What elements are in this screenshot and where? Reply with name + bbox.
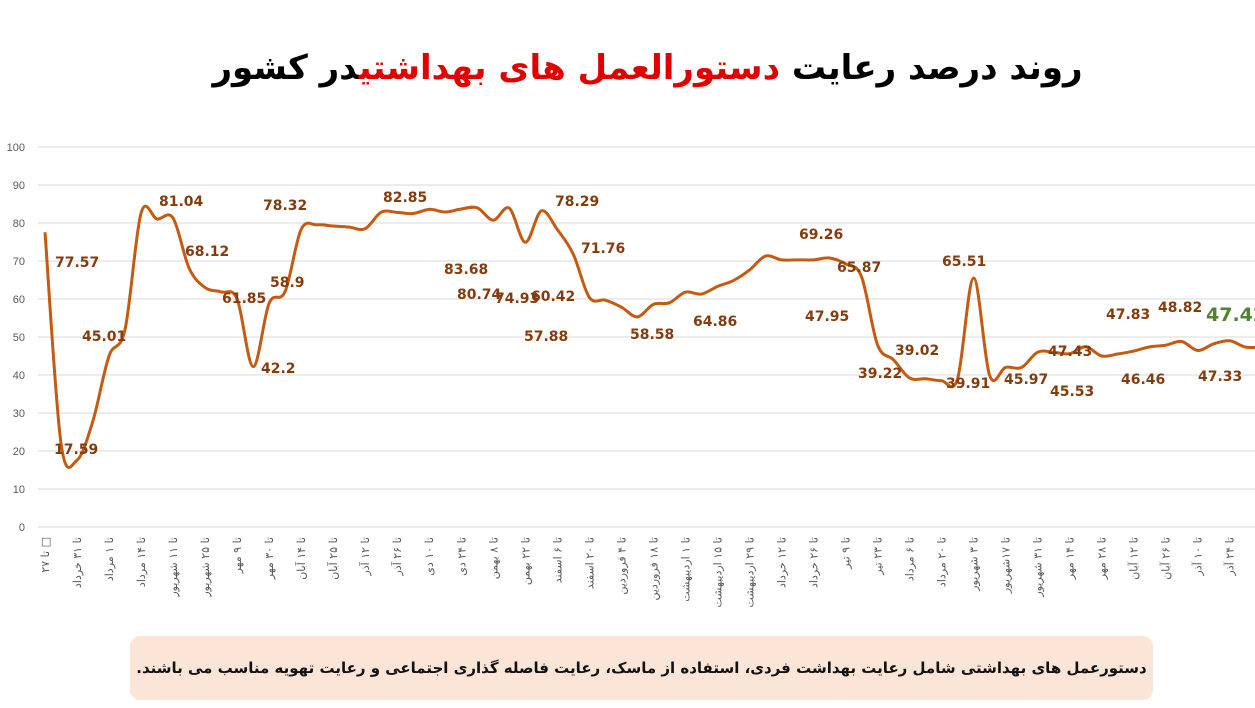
data-label: 47.33: [1198, 369, 1242, 385]
x-tick-label: تا ۹ مهر: [231, 537, 244, 574]
x-tick-label: تا ۲۷ □: [39, 537, 52, 573]
data-label: 78.29: [555, 194, 599, 210]
y-tick-label: 40: [13, 370, 25, 382]
data-label: 83.68: [444, 262, 488, 278]
y-tick-label: 20: [13, 446, 25, 458]
x-tick-label: تا ۲۴ دی: [455, 537, 468, 576]
x-tick-label: تا ۱ اردیبهشت: [679, 537, 692, 602]
data-label: 39.22: [858, 366, 902, 382]
x-tick-label: تا ۲۸ مهر: [1096, 537, 1109, 580]
title-highlight: دستورالعمل های بهداشتی: [358, 48, 781, 88]
x-tick-label: تا ۸ بهمن: [487, 537, 500, 579]
data-label: 45.97: [1004, 372, 1048, 388]
title-part1: روند درصد رعایت: [780, 48, 1083, 88]
x-tick-label: تا ۶ مرداد: [904, 537, 917, 581]
x-tick-label: تا ۲۵ شهریور: [199, 537, 212, 598]
data-label: 68.12: [185, 244, 229, 260]
data-label: 65.87: [837, 260, 881, 276]
y-tick-label: 80: [13, 218, 25, 230]
y-tick-label: 60: [13, 294, 25, 306]
series-line: [43, 204, 1255, 469]
x-tick-label: تا ۳۰ مهر: [263, 537, 276, 580]
data-label: 58.9: [270, 275, 305, 291]
data-label: 69.26: [799, 227, 843, 243]
x-tick-label: تا ۶ اسفند: [551, 537, 564, 583]
data-label: 77.57: [55, 255, 99, 271]
y-tick-label: 90: [13, 180, 25, 192]
data-label: 61.85: [222, 291, 266, 307]
data-label: 47.43: [1048, 344, 1092, 360]
x-tick-label: تا ۳۱ خرداد: [71, 537, 84, 588]
x-tick-label: تا ۱۲ آذر: [358, 537, 372, 577]
footnote-box: دستورعمل های بهداشتی شامل رعایت بهداشت ف…: [130, 636, 1153, 700]
x-tick-label: تا ۲۴ آذر: [1223, 537, 1237, 577]
x-tick-label: تا ۱۴ آبان: [294, 537, 308, 580]
data-label: 65.51: [942, 254, 986, 270]
x-tick-label: تا ۲۰ اسفند: [583, 537, 596, 589]
x-tick-label: تا ۴ فروردین: [615, 537, 628, 595]
x-tick-label: تا ۱۴ مرداد: [135, 537, 148, 587]
data-label: 39.02: [895, 343, 939, 359]
x-tick-label: تا ۳۱ شهریور: [1032, 537, 1045, 598]
y-tick-label: 50: [13, 332, 25, 344]
x-tick-label: تا ۱ مرداد: [103, 537, 116, 581]
x-tick-label: تا ۳ شهریور: [968, 537, 981, 592]
data-label: 45.53: [1050, 384, 1094, 400]
x-tick-label: تا ۲۶ آذر: [390, 537, 404, 577]
footnote-text: دستورعمل های بهداشتی شامل رعایت بهداشت ف…: [136, 659, 1147, 677]
data-label: 82.85: [383, 190, 427, 206]
data-label: 48.82: [1158, 300, 1202, 316]
x-tick-label: تا ۲۶ آبان: [1159, 537, 1173, 580]
x-tick-label: تا ۱۱ شهریور: [167, 537, 180, 598]
data-label: 42.2: [261, 361, 296, 377]
chart-title: روند درصد رعایت دستورالعمل های بهداشتیدر…: [0, 48, 1255, 88]
data-label: 74.93: [495, 291, 539, 307]
x-tick-label: تا ۱۵ اردیبهشت: [711, 537, 724, 608]
x-tick-label: تا ۲۶ خرداد: [807, 537, 820, 588]
data-label: 80.74: [457, 287, 502, 303]
data-label: 46.46: [1121, 372, 1165, 388]
data-label: 60.42: [531, 289, 575, 305]
x-tick-label: تا ۲۰ مرداد: [936, 537, 949, 587]
y-tick-label: 0: [19, 522, 25, 534]
x-tick-label: تا ۲۹ اردیبهشت: [743, 537, 756, 608]
data-label: 45.01: [82, 329, 126, 345]
data-label: 47.42: [1206, 304, 1255, 326]
data-label: 57.88: [524, 329, 568, 345]
y-tick-label: 10: [13, 484, 25, 496]
data-label: 47.83: [1106, 307, 1150, 323]
title-part2: در کشور: [212, 48, 359, 88]
x-tick-label: تا ۱۲ آبان: [1127, 537, 1141, 580]
x-tick-label: تا ۱۷شهریور: [1000, 537, 1013, 594]
x-tick-label: تا ۱۸ فروردین: [647, 537, 660, 601]
data-label: 39.91: [946, 376, 990, 392]
x-tick-label: تا ۱۰ دی: [423, 537, 436, 576]
x-tick-label: تا ۹ تیر: [840, 537, 853, 570]
data-label: 17.59: [54, 442, 98, 458]
data-label: 47.95: [805, 309, 849, 325]
data-label: 64.86: [693, 314, 737, 330]
y-tick-label: 70: [13, 256, 25, 268]
data-label: 71.76: [581, 241, 625, 257]
x-tick-label: تا ۱۰ آذر: [1191, 537, 1205, 577]
x-tick-label: تا ۲۳ تیر: [872, 537, 885, 576]
y-tick-label: 100: [7, 142, 25, 154]
y-tick-label: 30: [13, 408, 25, 420]
x-tick-label: تا ۲۲ بهمن: [519, 537, 532, 585]
x-tick-label: تا ۱۲ خرداد: [775, 537, 788, 588]
x-tick-label: تا ۱۴ مهر: [1064, 537, 1077, 580]
x-tick-label: تا ۲۵ آبان: [326, 537, 340, 580]
data-label: 58.58: [630, 327, 674, 343]
data-label: 81.04: [159, 194, 204, 210]
data-label: 78.32: [263, 198, 307, 214]
